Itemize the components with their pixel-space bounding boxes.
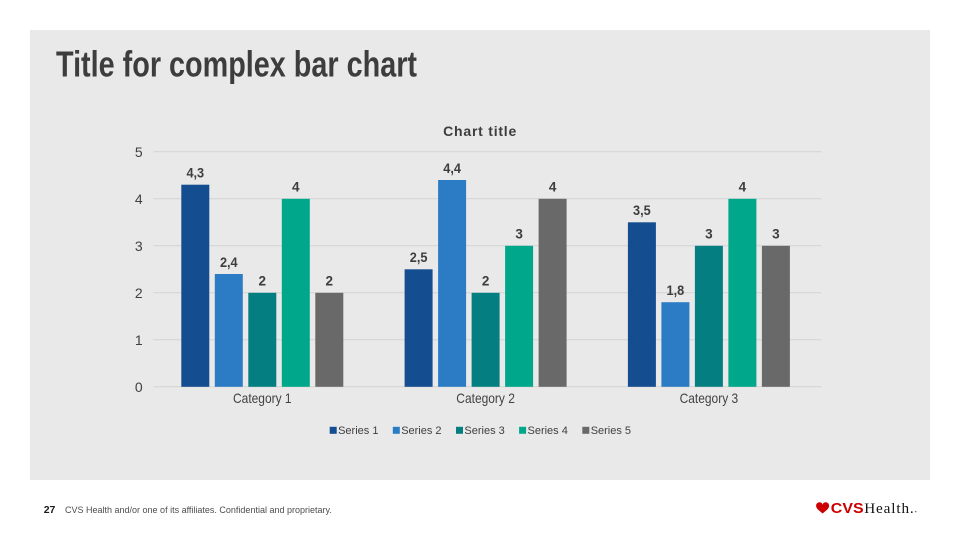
svg-text:CVS Health and/or one of its a: CVS Health and/or one of its affiliates.… bbox=[65, 505, 332, 515]
svg-text:2,5: 2,5 bbox=[410, 250, 428, 265]
svg-text:4,4: 4,4 bbox=[443, 161, 461, 176]
svg-text:3: 3 bbox=[705, 227, 713, 242]
svg-text:Series 3: Series 3 bbox=[464, 425, 504, 437]
svg-text:Health.: Health. bbox=[864, 500, 914, 517]
svg-text:3: 3 bbox=[135, 238, 143, 254]
svg-text:4: 4 bbox=[549, 180, 557, 195]
svg-text:Chart title: Chart title bbox=[443, 123, 516, 139]
svg-text:4: 4 bbox=[135, 191, 143, 207]
svg-text:CVS: CVS bbox=[831, 501, 864, 517]
svg-text:Category 2: Category 2 bbox=[456, 390, 515, 406]
svg-text:3: 3 bbox=[772, 227, 780, 242]
svg-text:4: 4 bbox=[739, 180, 747, 195]
svg-text:Category 3: Category 3 bbox=[680, 390, 739, 406]
svg-text:2: 2 bbox=[482, 274, 490, 289]
svg-text:Category 1: Category 1 bbox=[233, 390, 292, 406]
svg-text:3: 3 bbox=[515, 227, 523, 242]
svg-text:3,5: 3,5 bbox=[633, 203, 651, 218]
svg-text:4: 4 bbox=[292, 180, 300, 195]
svg-text:5: 5 bbox=[135, 144, 143, 160]
svg-text:2: 2 bbox=[326, 274, 334, 289]
svg-text:2: 2 bbox=[259, 274, 267, 289]
svg-text:1,8: 1,8 bbox=[667, 283, 685, 298]
svg-text:Title for complex bar chart: Title for complex bar chart bbox=[56, 44, 417, 85]
svg-text:1: 1 bbox=[135, 332, 143, 348]
svg-text:0: 0 bbox=[135, 379, 143, 395]
svg-text:27: 27 bbox=[44, 504, 56, 516]
svg-text:4,3: 4,3 bbox=[186, 166, 204, 181]
svg-text:2,4: 2,4 bbox=[220, 255, 238, 270]
svg-text:Series 2: Series 2 bbox=[401, 425, 441, 437]
svg-text:Series 5: Series 5 bbox=[591, 425, 631, 437]
svg-text:Series 1: Series 1 bbox=[338, 425, 378, 437]
svg-text:Series 4: Series 4 bbox=[528, 425, 568, 437]
svg-text:2: 2 bbox=[135, 285, 143, 301]
